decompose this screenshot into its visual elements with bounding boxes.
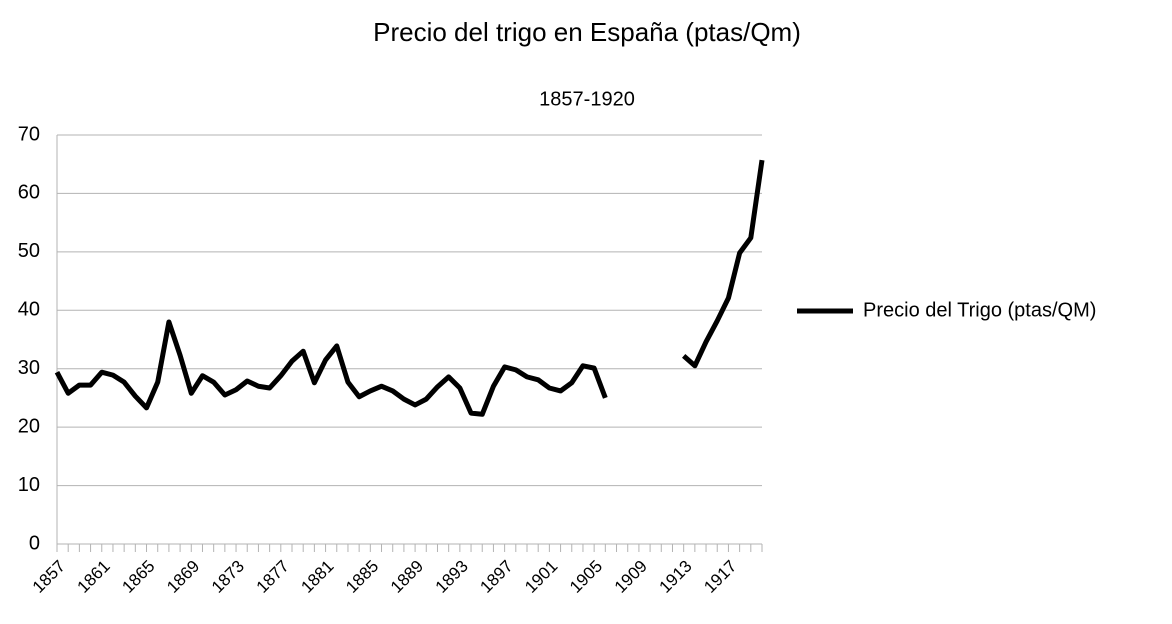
x-tick-label: 1905 [566,557,606,597]
x-tick-label: 1865 [118,557,158,597]
data-line [54,159,765,417]
y-tick-label: 30 [18,357,40,379]
x-tick-label: 1901 [521,557,561,597]
y-tick-label: 50 [18,240,40,262]
y-tick-label: 10 [18,474,40,496]
x-tick-label: 1881 [297,557,337,597]
chart-title: Precio del trigo en España (ptas/Qm) [373,17,801,47]
x-tick-label: 1897 [476,557,516,597]
x-tick-label: 1873 [208,557,248,597]
x-tick-label: 1857 [29,557,69,597]
x-tick-label: 1889 [387,557,427,597]
y-tick-label: 40 [18,299,40,321]
chart-subtitle: 1857-1920 [539,88,635,110]
x-tick-label: 1877 [253,557,293,597]
y-tick-label: 60 [18,182,40,204]
x-tick-label: 1869 [163,557,203,597]
x-tick-label: 1913 [655,557,695,597]
x-tick-label: 1909 [611,557,651,597]
x-tick-label: 1885 [342,557,382,597]
y-tick-label: 70 [18,123,40,145]
x-tick-label: 1893 [432,557,472,597]
y-tick-label: 20 [18,415,40,437]
legend-label: Precio del Trigo (ptas/QM) [863,299,1096,321]
x-tick-label: 1917 [700,557,740,597]
y-tick-label: 0 [29,532,40,554]
x-tick-label: 1861 [74,557,114,597]
